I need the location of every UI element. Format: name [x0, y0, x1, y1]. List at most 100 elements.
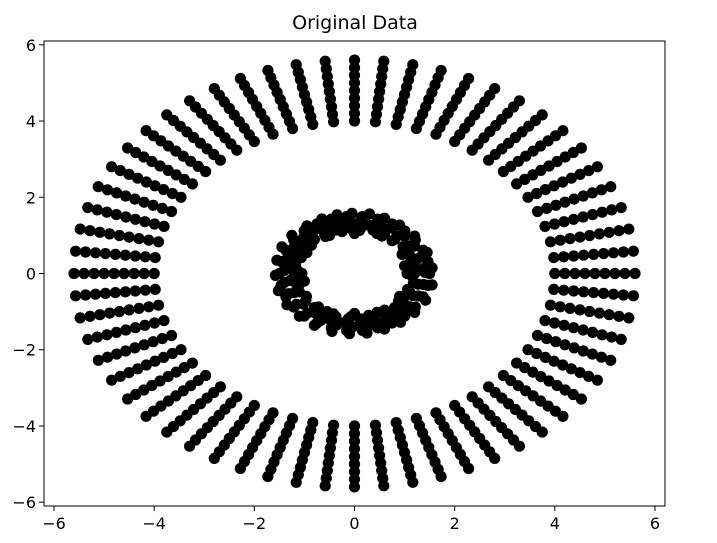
data-point [568, 285, 580, 297]
data-point [133, 302, 145, 314]
x-tick-label: 6 [650, 514, 660, 533]
data-point [129, 285, 141, 297]
data-point [558, 284, 570, 296]
data-point [409, 306, 421, 318]
data-point [593, 307, 606, 319]
data-point [283, 262, 295, 274]
data-point [104, 307, 116, 319]
data-point [606, 331, 618, 343]
data-point [623, 223, 635, 235]
data-point [338, 317, 351, 329]
data-point [489, 83, 501, 95]
data-point [301, 246, 313, 259]
data-point [166, 347, 178, 360]
data-point [575, 142, 588, 154]
data-point [574, 367, 586, 379]
data-point [411, 253, 423, 265]
data-point [138, 267, 150, 280]
data-point [569, 267, 581, 280]
data-point [558, 319, 570, 331]
data-point [407, 59, 419, 71]
data-point [89, 247, 102, 259]
data-point [290, 476, 302, 488]
data-point [140, 359, 152, 371]
data-point [577, 211, 589, 223]
data-point [140, 410, 152, 422]
data-point [378, 55, 390, 67]
data-point [531, 329, 544, 342]
data-point [362, 219, 375, 231]
data-point [539, 351, 552, 363]
data-point [548, 355, 560, 367]
data-point [158, 351, 170, 363]
data-point [378, 480, 390, 492]
data-point [152, 236, 165, 248]
data-point [165, 329, 178, 342]
data-point [156, 333, 168, 345]
data-point [554, 234, 566, 246]
data-point [343, 328, 356, 340]
data-point [110, 209, 122, 221]
data-point [397, 301, 409, 313]
data-point [208, 83, 220, 95]
data-point [149, 180, 161, 192]
data-point [595, 351, 608, 363]
data-point [586, 187, 599, 199]
data-point [544, 236, 557, 248]
data-point [114, 165, 126, 177]
data-point [119, 249, 131, 261]
data-point [288, 287, 300, 299]
data-point [578, 249, 590, 261]
data-point [99, 248, 111, 260]
data-point [559, 267, 571, 280]
data-point [98, 267, 110, 280]
data-point [281, 299, 293, 311]
data-point [420, 294, 432, 306]
data-point [161, 426, 173, 438]
data-point [149, 283, 161, 295]
data-point [147, 336, 159, 348]
data-point [463, 462, 475, 475]
data-point [110, 326, 122, 338]
data-point [118, 267, 130, 280]
data-point [544, 299, 557, 311]
data-point [166, 187, 178, 200]
data-point [617, 246, 630, 258]
data-point [84, 225, 96, 237]
data-point [596, 206, 608, 218]
data-point [132, 172, 144, 184]
data-point [143, 234, 155, 246]
data-point [148, 218, 161, 230]
data-point [376, 230, 388, 242]
data-point [326, 325, 338, 337]
data-point [435, 64, 447, 77]
data-point [412, 278, 424, 290]
data-point [378, 323, 391, 335]
data-point [91, 331, 103, 343]
data-point [80, 289, 92, 301]
data-point [391, 230, 403, 242]
data-point [541, 333, 553, 345]
data-point [290, 59, 302, 71]
data-point [574, 304, 586, 316]
data-point [296, 267, 308, 280]
data-point [371, 306, 383, 318]
data-point [269, 269, 281, 281]
y-tick-label: 2 [26, 188, 36, 207]
data-point [123, 168, 135, 180]
data-point [158, 184, 170, 196]
data-point [586, 348, 599, 360]
data-point [395, 316, 407, 328]
data-point [331, 209, 343, 221]
data-point [129, 322, 141, 334]
data-point [113, 229, 125, 242]
data-point [394, 290, 406, 302]
data-point [297, 298, 309, 310]
data-point [568, 342, 580, 354]
plot-frame [43, 40, 666, 507]
data-point [426, 279, 438, 291]
data-point [143, 301, 155, 313]
data-point [287, 250, 299, 262]
data-points [68, 54, 641, 493]
data-point [158, 315, 170, 327]
